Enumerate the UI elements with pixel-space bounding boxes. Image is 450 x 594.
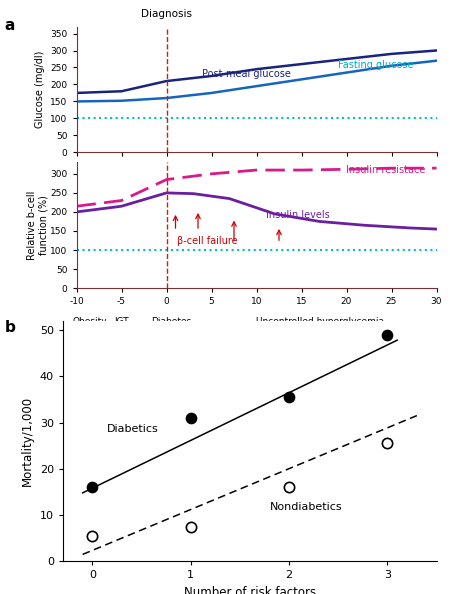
Point	[187, 522, 194, 532]
Text: Diagnosis: Diagnosis	[141, 9, 192, 19]
Text: b: b	[4, 320, 15, 334]
Text: Insulin levels: Insulin levels	[266, 210, 329, 220]
Point	[384, 438, 391, 448]
Y-axis label: Glucose (mg/dl): Glucose (mg/dl)	[35, 51, 45, 128]
Text: Obesity: Obesity	[73, 317, 107, 326]
Point	[187, 413, 194, 423]
Text: a: a	[4, 18, 15, 33]
Text: Post-meal glucose: Post-meal glucose	[202, 69, 292, 79]
Text: IGT: IGT	[114, 317, 129, 326]
Text: Diabetics: Diabetics	[107, 424, 159, 434]
Text: Nondiabetics: Nondiabetics	[270, 503, 342, 513]
Text: Uncontrolled hyperglycemia: Uncontrolled hyperglycemia	[256, 317, 383, 326]
Point	[384, 330, 391, 339]
X-axis label: Number of risk factors: Number of risk factors	[184, 586, 316, 594]
Y-axis label: Relative b-cell
function (%): Relative b-cell function (%)	[27, 191, 49, 260]
Point	[89, 482, 96, 492]
Y-axis label: Mortality/1,000: Mortality/1,000	[21, 396, 34, 486]
Text: Insulin resistace: Insulin resistace	[346, 165, 426, 175]
Text: Diabetes: Diabetes	[151, 317, 191, 326]
X-axis label: Years of diabetes: Years of diabetes	[212, 334, 301, 344]
Point	[285, 393, 292, 402]
Text: Fasting glucose: Fasting glucose	[338, 60, 413, 70]
Text: β-cell failure: β-cell failure	[177, 236, 237, 247]
Point	[285, 482, 292, 492]
Point	[89, 531, 96, 541]
